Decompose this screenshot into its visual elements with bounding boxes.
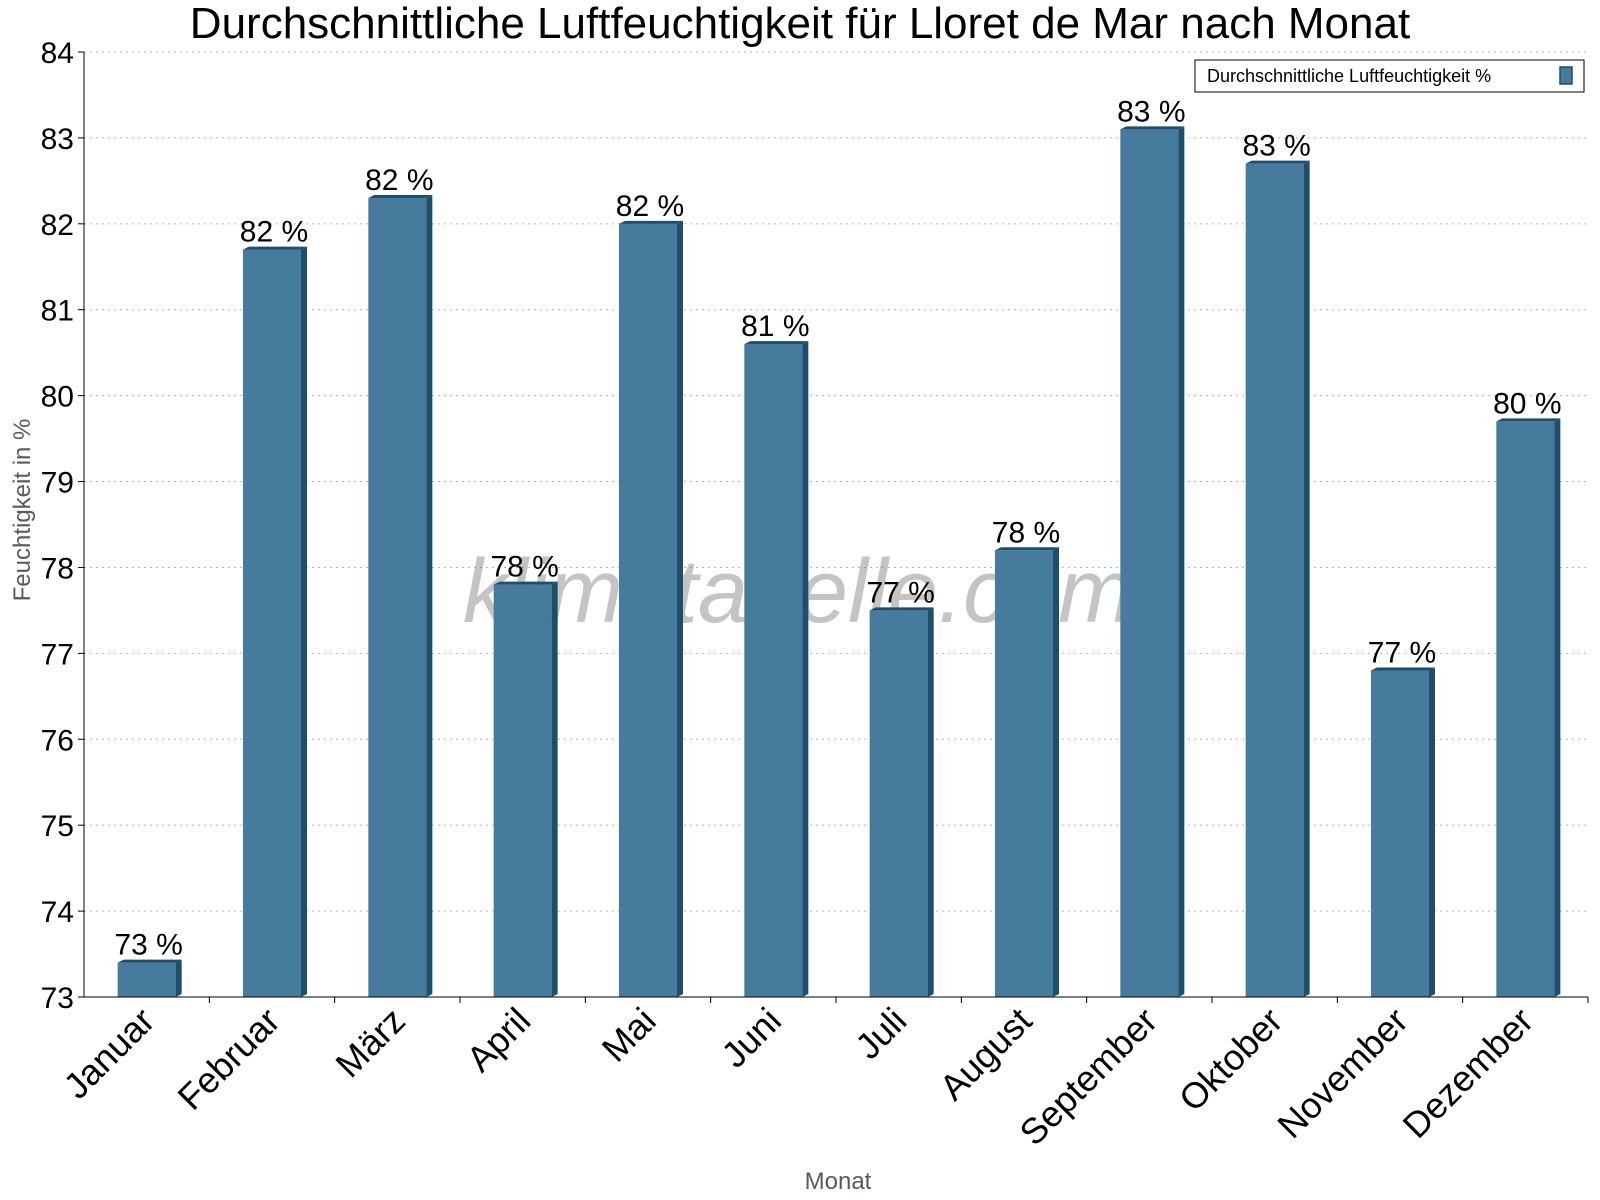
data-label: 82 % [240,216,308,249]
y-tick-label: 75 [41,810,74,843]
y-tick-label: 84 [41,37,74,70]
y-tick-label: 77 [41,638,74,671]
bar [619,223,677,997]
data-label: 83 % [1117,95,1185,128]
y-axis-title: Feuchtigkeit in % [9,419,36,602]
bar-side [927,607,934,997]
y-tick-label: 83 [41,123,74,156]
x-axis-title: Monat [805,1168,872,1195]
x-category-label: Februar [170,1000,288,1118]
x-category-label: Juni [713,1000,789,1076]
data-label: 82 % [616,190,684,223]
y-tick-label: 80 [41,381,74,414]
y-tick-label: 74 [41,896,74,929]
bar [995,550,1053,997]
x-category-label: März [327,1000,413,1086]
bar [869,610,928,997]
bar-top [117,959,182,963]
bar-layer [117,126,1561,998]
bar-top [1371,667,1435,671]
bar-side [1554,418,1561,998]
y-tick-label: 79 [41,467,74,500]
y-tick-label: 81 [41,295,74,328]
bar [1371,670,1429,997]
data-label: 73 % [114,929,182,962]
bar-top [619,220,683,224]
legend-swatch [1559,66,1573,85]
bar-side [301,246,307,997]
bar-side [1053,547,1059,997]
bar-top [869,607,934,611]
bar-top [1496,418,1561,422]
bar-top [1245,160,1310,164]
bar-top [368,195,433,199]
data-label: 82 % [365,164,433,197]
y-tick-label: 73 [41,982,74,1015]
y-tick-label: 78 [41,552,74,585]
data-label: 77 % [866,576,934,609]
chart-title: Durchschnittliche Luftfeuchtigkeit für L… [190,0,1410,48]
bar-top [995,547,1059,551]
bar-side [1178,126,1185,998]
x-category-label: Januar [55,1000,162,1107]
bar-side [551,581,558,997]
legend: Durchschnittliche Luftfeuchtigkeit % [1194,59,1585,93]
bar-top [493,581,558,585]
bar [493,584,552,997]
bar [1120,129,1179,997]
x-category-label: August [931,1000,1039,1108]
y-tick-label: 76 [41,724,74,757]
y-tick-label: 82 [41,209,74,242]
bar-top [243,246,307,250]
x-category-label: Dezember [1395,1000,1541,1146]
bar-side [677,220,683,997]
bar-side [802,341,809,997]
bar [1496,421,1555,998]
x-category-label: Mai [594,1000,664,1070]
bar-side [1303,160,1310,997]
data-label: 78 % [992,516,1060,549]
bar [368,198,427,997]
label-layer: 73 % 82 % 82 % 78 % 82 % 81 % 77 % 78 % 83 % 83 %… [114,95,1561,961]
x-category-label: Oktober [1171,1000,1291,1120]
data-label: 78 % [490,551,558,584]
bar [243,249,301,997]
bar-top [744,341,809,345]
bar-side [426,195,433,997]
x-category-label: April [458,1000,538,1080]
bar-top [1120,126,1185,130]
bar-side [1429,667,1435,997]
legend-label: Durchschnittliche Luftfeuchtigkeit % [1207,66,1491,86]
x-category-label: Juli [847,1000,914,1067]
legend-box [1194,59,1585,93]
data-label: 77 % [1368,637,1436,670]
data-label: 80 % [1493,387,1561,420]
x-category-label: September [1011,1000,1165,1154]
data-label: 81 % [741,310,809,343]
bar [1245,163,1304,997]
bar [744,344,803,997]
grid-layer [84,51,1588,912]
data-label: 83 % [1242,130,1310,163]
bar-side [175,959,182,997]
x-category-label: November [1269,1000,1415,1146]
bar [117,962,176,997]
